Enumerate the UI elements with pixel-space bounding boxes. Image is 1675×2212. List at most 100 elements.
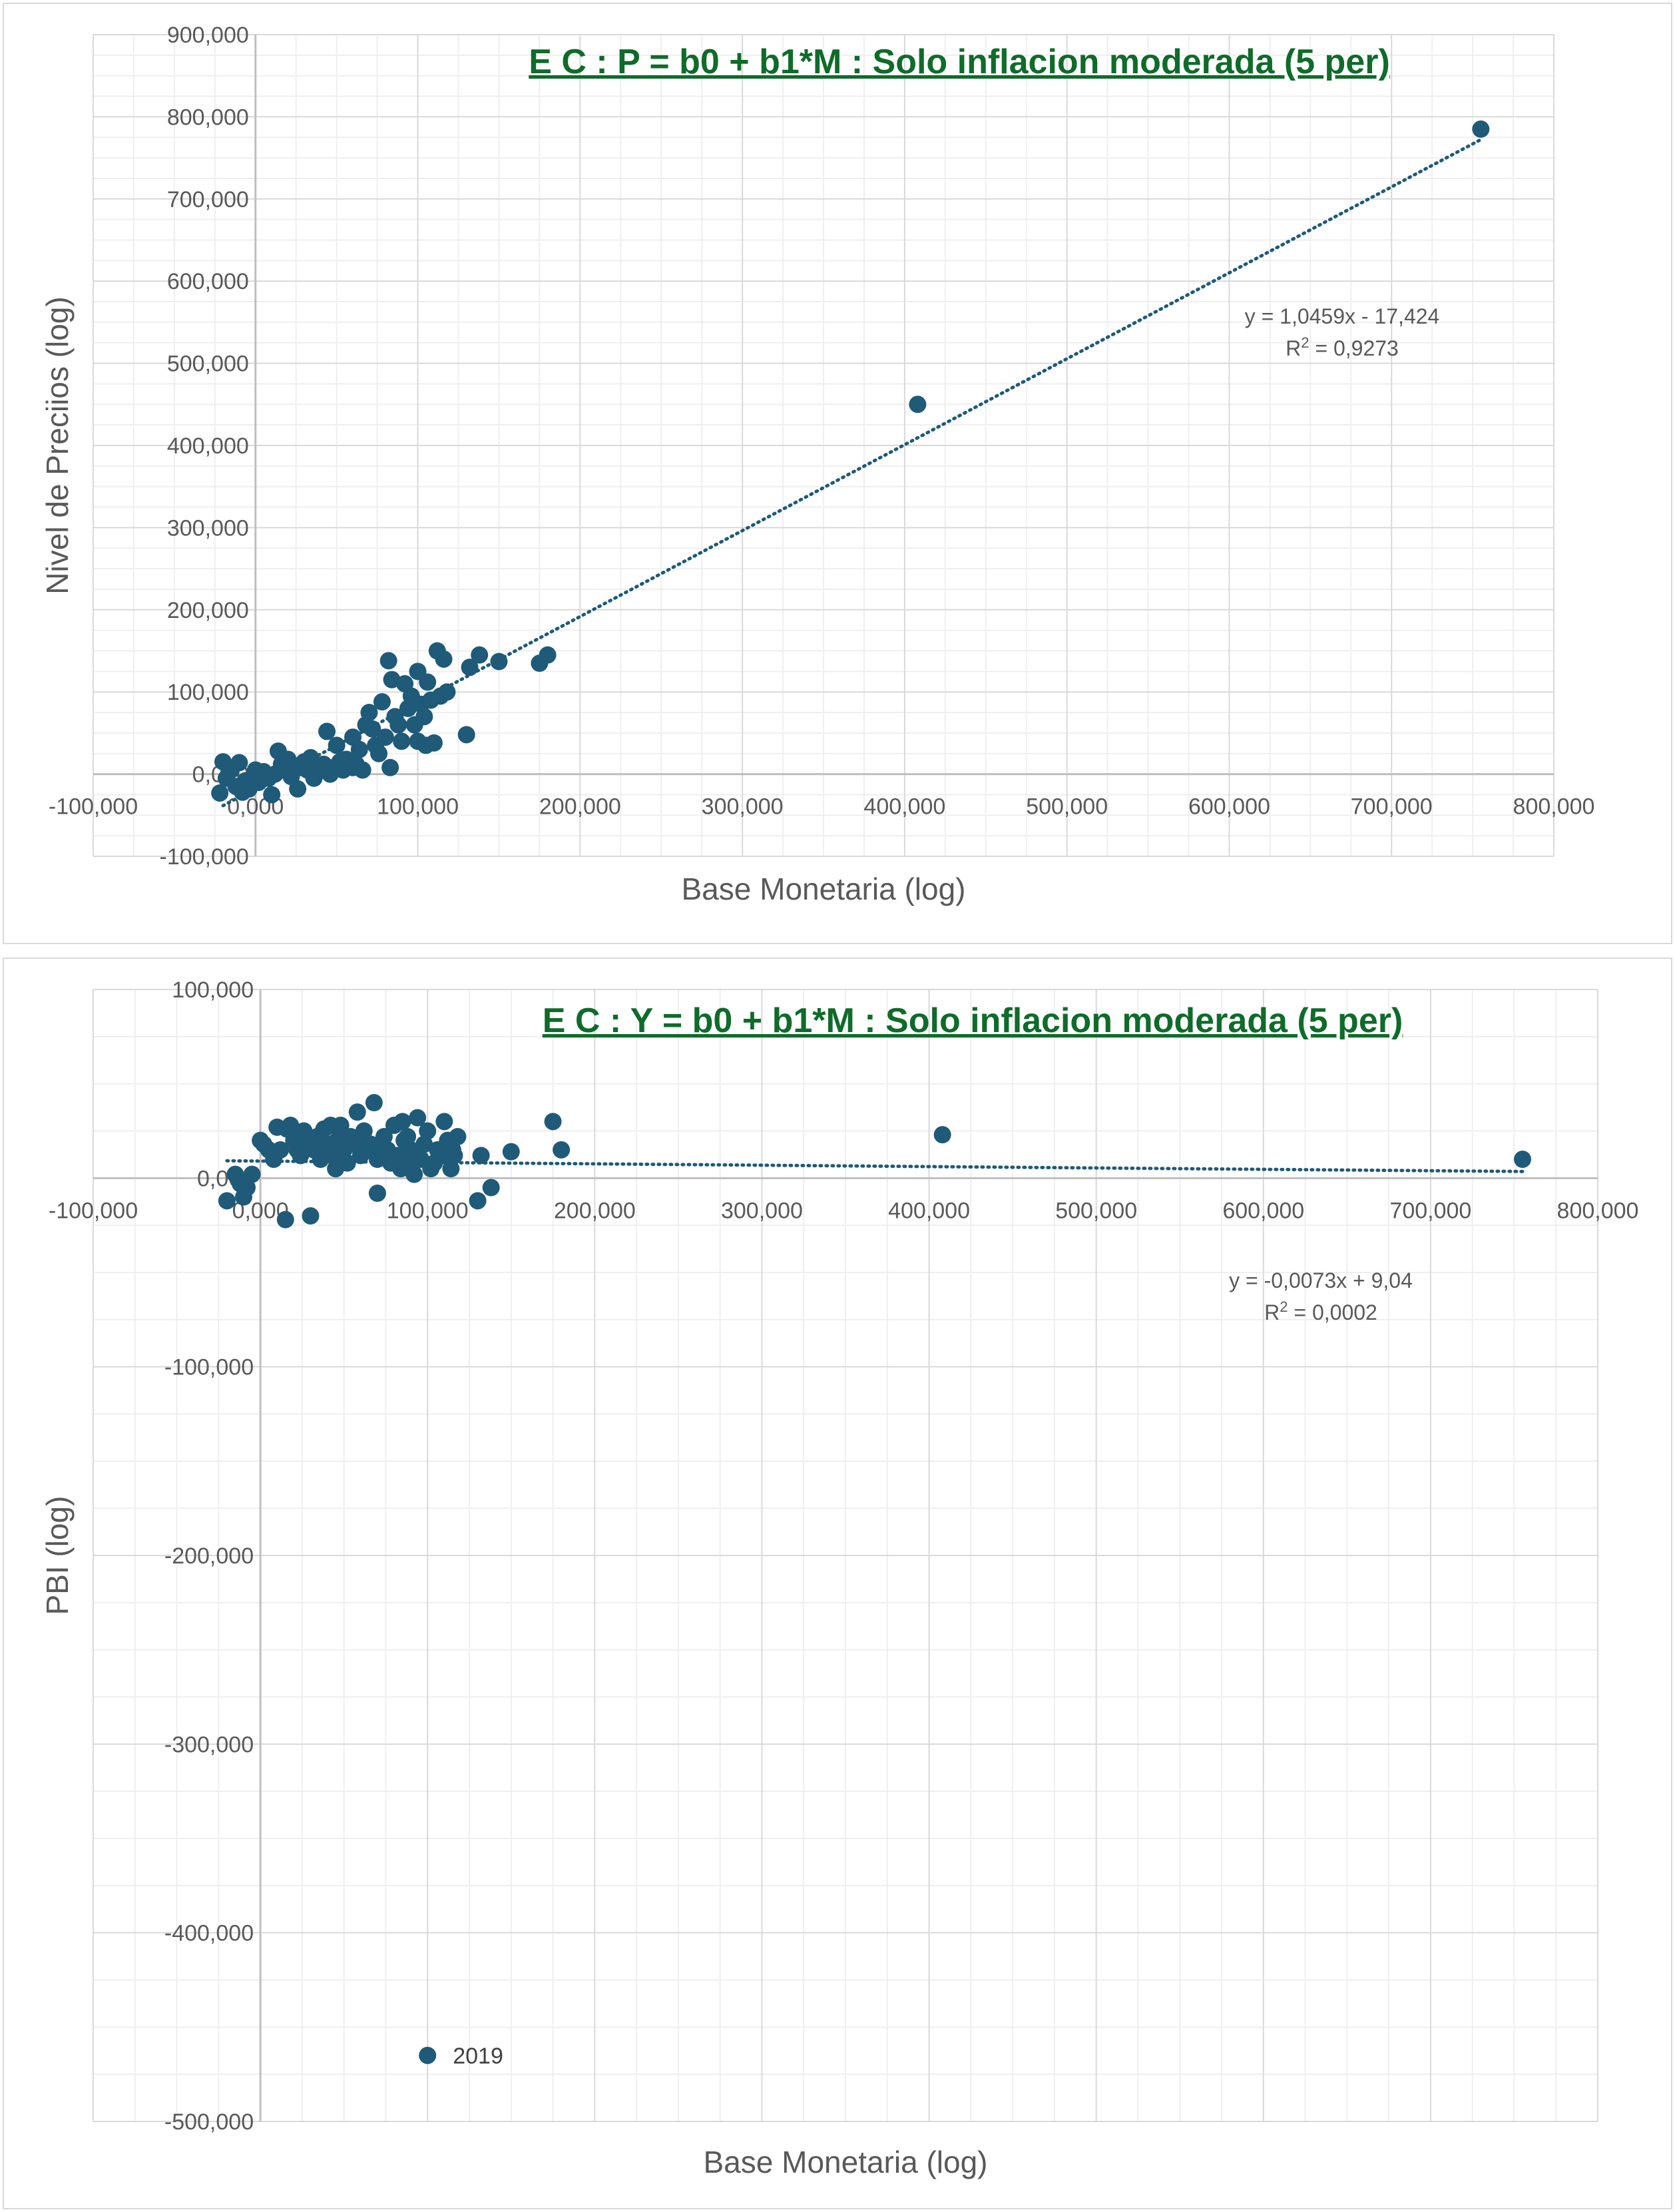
y-tick-label: 800,000 [167, 105, 249, 130]
data-point [417, 736, 435, 754]
data-point [360, 704, 378, 722]
y-tick-label: 100,000 [172, 977, 254, 1003]
y-tick-label: 900,000 [167, 23, 249, 48]
x-tick-label: 500,000 [1055, 1198, 1137, 1223]
x-tick-label: 100,000 [377, 794, 459, 820]
y-tick-label: 100,000 [167, 680, 249, 705]
data-point [368, 1185, 386, 1202]
data-point [909, 396, 927, 414]
data-point [332, 1117, 350, 1134]
data-point-label: 2019 [453, 2044, 503, 2069]
x-tick-label: -100,000 [49, 794, 138, 820]
data-point [471, 646, 489, 664]
chart-panel-pbi: -100,000 0,000 100,000 200,000 300,000 400,00… [3, 958, 1672, 2209]
data-point [365, 1094, 383, 1111]
data-point [383, 671, 401, 689]
data-point [399, 1128, 417, 1145]
data-point [1514, 1151, 1531, 1168]
data-point [363, 720, 381, 738]
data-point [376, 728, 394, 746]
data-point [344, 758, 362, 776]
data-point [289, 780, 307, 798]
data-point [211, 784, 229, 802]
trendline-equation: y = -0,0073x + 9,04 [1229, 1268, 1413, 1292]
x-tick-label: 600,000 [1188, 794, 1270, 820]
data-point [419, 1122, 437, 1140]
trendline-r-squared: R2 = 0,0002 [1264, 1298, 1377, 1325]
data-point [1472, 120, 1490, 138]
x-tick-label: 500,000 [1026, 794, 1108, 820]
x-tick-label: 600,000 [1222, 1198, 1304, 1223]
data-point [544, 1113, 562, 1131]
data-point [243, 1165, 261, 1183]
data-point [370, 744, 388, 762]
data-point [393, 1113, 411, 1131]
y-tick-label: 600,000 [167, 269, 249, 294]
x-tick-label: 800,000 [1557, 1198, 1639, 1223]
x-tick-label: -100,000 [49, 1198, 138, 1223]
data-point [393, 732, 411, 750]
data-point [375, 1128, 393, 1145]
data-point [318, 722, 336, 740]
trendline [221, 138, 1483, 808]
data-point [490, 653, 508, 671]
data-point [218, 1192, 236, 1210]
data-point [272, 1141, 290, 1159]
y-tick-label: -400,000 [164, 1921, 254, 1946]
data-point [352, 1131, 369, 1149]
data-point [350, 740, 368, 758]
data-point [472, 1147, 490, 1165]
x-tick-label: 100,000 [387, 1198, 469, 1223]
x-tick-label: 700,000 [1389, 1198, 1471, 1223]
data-point [469, 1192, 487, 1210]
chart-title: E C : P = b0 + b1*M : Solo inflacion mod… [529, 43, 1390, 81]
x-axis-title: Base Monetaria (log) [682, 872, 966, 906]
y-tick-label: -100,000 [164, 1355, 254, 1380]
data-point [238, 1179, 256, 1197]
data-point [312, 1151, 330, 1168]
data-point [327, 1160, 345, 1178]
x-tick-label: 200,000 [554, 1198, 636, 1223]
trendline-r-squared: R2 = 0,9273 [1286, 334, 1399, 361]
data-point [282, 1117, 300, 1134]
trendline-equation: y = 1,0459x - 17,424 [1245, 304, 1440, 328]
data-point [933, 1126, 951, 1144]
data-point [302, 748, 320, 766]
data-point [402, 1154, 420, 1172]
data-point [348, 1103, 366, 1121]
data-point [457, 726, 475, 744]
y-axis-title: PBI (log) [40, 1496, 75, 1615]
data-point [379, 652, 397, 670]
data-point [461, 659, 479, 677]
y-tick-label: 500,000 [167, 352, 249, 377]
data-point [415, 1135, 433, 1153]
data-point [373, 693, 391, 711]
data-point [539, 646, 557, 664]
x-tick-label: 300,000 [721, 1198, 803, 1223]
data-point [438, 683, 456, 701]
y-tick-label: 700,000 [167, 187, 249, 212]
x-tick-label: 200,000 [539, 794, 621, 820]
y-tick-label: -100,000 [160, 844, 249, 870]
data-point [263, 786, 281, 804]
y-tick-label: -500,000 [164, 2109, 254, 2135]
data-point [419, 673, 437, 691]
y-tick-label: 200,000 [167, 598, 249, 623]
data-point [435, 1113, 453, 1131]
chart-panel-precios: -100,000 0,000 100,000 200,000 300,000 400,00… [3, 3, 1672, 944]
x-axis-title: Base Monetaria (log) [704, 2145, 988, 2179]
data-point [415, 708, 433, 726]
x-tick-label: 300,000 [702, 794, 784, 820]
data-point [381, 758, 399, 776]
data-point [482, 1179, 500, 1197]
y-axis-title: Nivel de Preciios (log) [40, 296, 75, 594]
y-tick-label: -200,000 [164, 1543, 254, 1569]
data-point [328, 736, 346, 754]
data-point [389, 1147, 407, 1165]
scatter-chart-pbi: -100,000 0,000 100,000 200,000 300,000 400,00… [40, 977, 1639, 2179]
data-point [276, 1211, 294, 1229]
data-point [302, 1207, 320, 1225]
data-point [419, 2046, 437, 2064]
y-tick-label: 300,000 [167, 515, 249, 541]
x-tick-label: 400,000 [888, 1198, 970, 1223]
